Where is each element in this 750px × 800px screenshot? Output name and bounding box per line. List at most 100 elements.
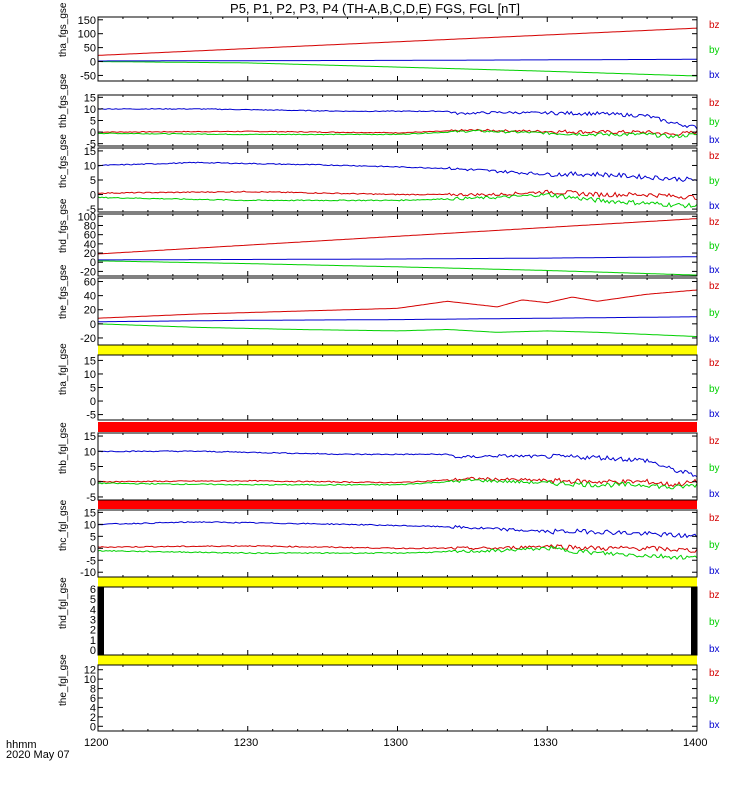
y-tick-label: 5 xyxy=(90,462,96,474)
legend-bz: bz xyxy=(709,668,720,679)
y-tick-label: 2 xyxy=(90,625,96,637)
y-tick-label: 50 xyxy=(84,43,96,55)
y-tick-label: 3 xyxy=(90,614,96,626)
panel-tha_fgl_gse: 15 10 50 -5 xyxy=(84,354,698,422)
series-by-line xyxy=(97,545,698,560)
panel-frame xyxy=(97,509,698,578)
series-bx-line xyxy=(97,107,698,130)
y-tick-label: 0 xyxy=(90,645,96,657)
legend-by: by xyxy=(709,176,720,187)
y-tick-label: 2 xyxy=(90,712,96,724)
flag-bar-3 xyxy=(98,577,697,587)
legend-bz: bz xyxy=(709,590,720,601)
y-axis-label: thd_fgl_gse xyxy=(58,576,69,629)
y-tick-label: -10 xyxy=(80,567,96,579)
series-by-line xyxy=(97,478,698,490)
panel-frame xyxy=(97,94,698,147)
y-tick-label: 6 xyxy=(90,584,96,596)
legend-bx: bx xyxy=(709,489,720,500)
y-tick-label: 8 xyxy=(90,684,96,696)
legend-by: by xyxy=(709,307,720,319)
series-bz-line xyxy=(97,544,698,553)
legend-bx: bx xyxy=(709,720,720,731)
x-tick-label: 1330 xyxy=(533,737,558,749)
y-tick-label: 0 xyxy=(90,319,96,331)
panel-frame xyxy=(97,432,698,501)
series-bz-line xyxy=(97,289,698,319)
flag-bar-4 xyxy=(98,655,697,665)
y-axis-label: thc_fgs_gse xyxy=(58,133,69,188)
panel-frame xyxy=(97,586,698,656)
black-side-bar-left xyxy=(98,587,104,655)
panel-the_fgs_gse: 60 40 20 0 -20 xyxy=(80,277,698,346)
y-tick-label: 10 xyxy=(84,160,96,172)
y-tick-label: 0 xyxy=(90,257,96,269)
y-tick-label: 15 xyxy=(84,146,96,158)
y-tick-label: 0 xyxy=(90,721,96,733)
series-by-line xyxy=(97,129,698,139)
y-tick-label: 5 xyxy=(90,594,96,606)
y-tick-label: -5 xyxy=(86,492,96,504)
series-bx-line xyxy=(97,450,698,478)
y-tick-label: 0 xyxy=(90,477,96,489)
flag-bar-2 xyxy=(98,500,697,509)
y-tick-label: -5 xyxy=(86,204,96,216)
y-tick-label: -50 xyxy=(80,70,96,82)
legend-bx: bx xyxy=(709,566,720,577)
x-tick-label: 1300 xyxy=(383,737,408,749)
y-tick-label: 60 xyxy=(84,277,96,289)
panel-frame xyxy=(97,16,698,82)
y-tick-label: -20 xyxy=(80,333,96,345)
y-tick-label: 80 xyxy=(84,220,96,232)
y-tick-label: 150 xyxy=(78,15,96,27)
flag-bar-1 xyxy=(98,422,697,432)
y-tick-label: 15 xyxy=(84,507,96,519)
panel-frame xyxy=(97,664,698,732)
y-tick-label: 4 xyxy=(90,702,96,714)
y-axis-label: the_fgs_gse xyxy=(58,264,69,320)
y-tick-label: 10 xyxy=(84,674,96,686)
legend-by: by xyxy=(709,116,720,128)
x-tick-label: 1230 xyxy=(233,737,259,749)
panel-tha_fgs_gse: 150 100 50 0-50 xyxy=(78,15,698,82)
x-tick-label: 1400 xyxy=(683,737,708,749)
y-tick-label: 10 xyxy=(84,104,96,116)
legend-bz: bz xyxy=(709,358,720,369)
y-tick-label: 0 xyxy=(90,543,96,555)
y-tick-label: 5 xyxy=(90,116,96,128)
footer-date-label: 2020 May 07 xyxy=(6,749,70,761)
y-tick-label: 10 xyxy=(84,446,96,458)
series-bz-line xyxy=(97,27,698,56)
black-side-bar-right xyxy=(691,587,697,655)
y-tick-label: 0 xyxy=(90,190,96,202)
y-tick-label: 5 xyxy=(90,531,96,543)
y-axis-label: thb_fgl_gse xyxy=(58,422,69,474)
series-by-line xyxy=(97,323,697,337)
series-bz-line xyxy=(97,476,698,488)
legend-bz: bz xyxy=(709,217,720,228)
panel-frame xyxy=(97,354,698,421)
legend-bz: bz xyxy=(709,436,720,447)
y-axis-label: the_fgl_gse xyxy=(58,653,69,706)
y-tick-label: 12 xyxy=(84,665,96,677)
y-axis-label: thc_fgl_gse xyxy=(58,499,69,551)
y-axis-label: thd_fgs_gse xyxy=(58,198,69,253)
series-by-line xyxy=(97,192,698,209)
x-tick-label: 1200 xyxy=(84,737,109,749)
legend-by: by xyxy=(709,539,720,551)
y-axis-label: tha_fgs_gse xyxy=(58,2,69,57)
y-tick-label: 10 xyxy=(84,519,96,531)
y-tick-label: 40 xyxy=(84,239,96,251)
series-by-line xyxy=(97,260,698,276)
series-bz-line xyxy=(97,128,698,137)
y-tick-label: -20 xyxy=(80,266,96,278)
legend-bx: bx xyxy=(709,201,720,212)
legend-bx: bx xyxy=(709,265,720,276)
y-tick-label: 100 xyxy=(78,211,96,223)
y-tick-label: -5 xyxy=(86,139,96,151)
